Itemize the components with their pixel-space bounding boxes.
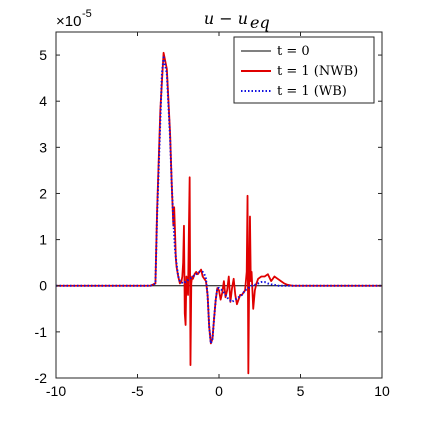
series-line-t-1-wb [56, 56, 382, 345]
y-tick-label: -2 [35, 370, 48, 386]
x-tick-label: 10 [374, 383, 390, 399]
chart-title-subscript: eq [250, 13, 270, 32]
legend-label-wb: t = 1 (WB) [277, 84, 347, 99]
y-tick-label: 5 [39, 47, 47, 63]
x-tick-label: 5 [297, 383, 305, 399]
x-tick-label: 0 [215, 383, 223, 399]
y-tick-label: 2 [39, 185, 47, 201]
legend-label-t0: t = 0 [277, 44, 310, 59]
legend: t = 0 t = 1 (NWB) t = 1 (WB) [233, 36, 375, 104]
y-tick-label: -1 [35, 324, 48, 340]
y-exponent-base: ×10 [56, 13, 81, 30]
y-tick-label: 1 [39, 232, 47, 248]
x-tick-label: -5 [131, 383, 144, 399]
series-layer [56, 51, 382, 375]
y-tick-label: 4 [39, 93, 47, 109]
y-exponent-power: -5 [82, 8, 92, 20]
x-tick-label: -10 [46, 383, 66, 399]
y-tick-label: 3 [39, 139, 47, 155]
y-tick-label: 0 [39, 278, 47, 294]
chart-title: u − u [204, 9, 248, 28]
legend-label-nwb: t = 1 (NWB) [277, 64, 358, 79]
